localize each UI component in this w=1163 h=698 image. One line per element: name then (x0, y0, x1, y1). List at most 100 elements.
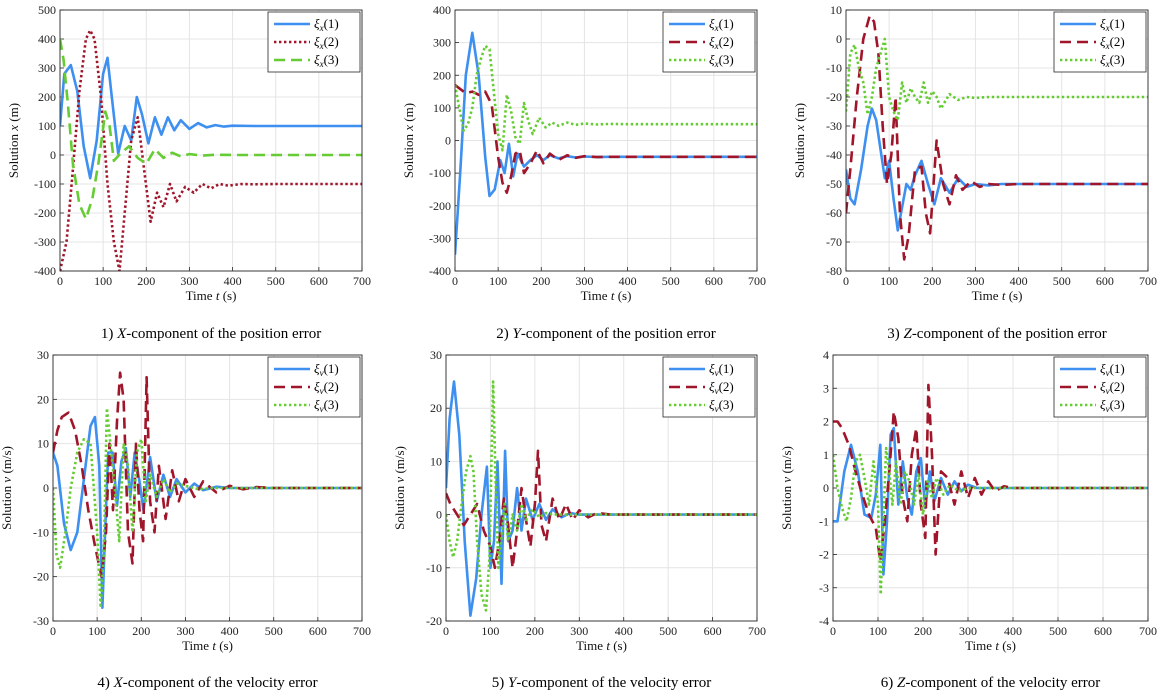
y-tick-label: 10 (430, 454, 442, 468)
y-axis-label: Solution v (m/s) (0, 446, 14, 530)
y-tick-label: 2 (823, 415, 829, 429)
y-tick-label: -400 (429, 264, 451, 278)
series-line-2 (446, 449, 757, 570)
x-tick-label: 100 (481, 624, 499, 638)
x-tick-label: 100 (880, 274, 898, 288)
y-tick-label: 0 (836, 32, 842, 46)
x-axis-label: Time t (s) (186, 288, 237, 303)
y-tick-label: -10 (826, 61, 842, 75)
legend-label-1: ξx(1) (709, 16, 734, 33)
legend: ξx(1)ξx(2)ξx(3) (1053, 11, 1147, 73)
x-tick-label: 400 (221, 624, 239, 638)
legend-label-1: ξv(1) (1100, 361, 1125, 378)
legend: ξv(1)ξv(2)ξv(3) (267, 356, 361, 418)
legend-label-3: ξx(3) (314, 52, 339, 69)
y-tick-label: 30 (430, 348, 442, 362)
legend-label-1: ξv(1) (314, 361, 339, 378)
x-tick-label: 400 (1004, 624, 1022, 638)
x-axis-label: Time t (s) (972, 288, 1023, 303)
x-tick-label: 0 (57, 274, 63, 288)
x-tick-label: 400 (615, 624, 633, 638)
y-tick-label: -3 (819, 581, 829, 595)
y-tick-label: -20 (826, 90, 842, 104)
series-line-2 (455, 83, 757, 194)
x-tick-label: 700 (1139, 624, 1157, 638)
x-tick-label: 700 (748, 624, 766, 638)
series-line-1 (53, 415, 362, 610)
x-axis-label: Time t (s) (182, 638, 233, 653)
x-tick-label: 700 (1139, 274, 1157, 288)
x-tick-label: 100 (489, 274, 507, 288)
legend: ξx(1)ξx(2)ξx(3) (267, 11, 361, 73)
y-tick-label: -200 (34, 206, 56, 220)
legend-label-1: ξx(1) (1100, 16, 1125, 33)
y-tick-label: 0 (50, 148, 56, 162)
y-tick-label: 300 (433, 36, 451, 50)
legend-box (267, 356, 361, 418)
x-tick-label: 700 (353, 624, 371, 638)
y-tick-label: -4 (819, 614, 829, 628)
y-tick-label: -20 (33, 570, 49, 584)
y-axis-label: Solution x (m) (6, 103, 21, 178)
x-tick-label: 100 (869, 624, 887, 638)
x-tick-label: 0 (452, 274, 458, 288)
x-tick-label: 0 (443, 624, 449, 638)
y-tick-label: 0 (445, 134, 451, 148)
series-line-3 (446, 380, 757, 612)
series-line-1 (60, 56, 362, 180)
x-tick-label: 400 (1010, 274, 1028, 288)
x-tick-label: 0 (843, 274, 849, 288)
chart-panel-2: 0 100 200 300 400 500 600 700 -400 -300 -200 -100 0 1… (401, 3, 766, 342)
chart-panel-4: 0 100 200 300 400 500 600 700 -30 -20 -10 0 10 20 30 ξv… (0, 348, 371, 691)
x-tick-label: 700 (748, 274, 766, 288)
legend: ξv(1)ξv(2)ξv(3) (662, 356, 756, 418)
x-tick-label: 0 (830, 624, 836, 638)
y-tick-label: 10 (830, 3, 842, 17)
chart-panel-3: 0 100 200 300 400 500 600 700-80-70-60-50-40-30… (792, 3, 1157, 342)
plot-frame (52, 354, 363, 622)
x-axis-label: Time t (s) (965, 638, 1016, 653)
x-tick-label: 100 (94, 274, 112, 288)
x-tick-label: 200 (526, 624, 544, 638)
y-tick-label: 30 (37, 348, 49, 362)
x-tick-label: 200 (132, 624, 150, 638)
figure-caption: 5) Y-component of the velocity error (492, 675, 712, 691)
y-tick-label: -80 (826, 264, 842, 278)
x-tick-label: 300 (959, 624, 977, 638)
figure-caption: 2) Y-component of the position error (496, 326, 716, 342)
y-tick-label: 400 (38, 32, 56, 46)
series-line-2 (60, 28, 362, 271)
x-tick-label: 0 (50, 624, 56, 638)
x-tick-label: 100 (88, 624, 106, 638)
y-tick-label: 300 (38, 61, 56, 75)
chart-panel-6: 0 100 200 300 400 500 600 700 -4 -3 -2 -1 0 1 2 3 4 ξv(1)… (779, 348, 1157, 691)
legend-label-2: ξx(2) (709, 34, 734, 51)
legend-label-2: ξv(2) (1100, 379, 1125, 396)
legend-label-3: ξx(3) (1100, 52, 1125, 69)
figure-caption: 4) X-component of the velocity error (97, 675, 317, 691)
series-line-3 (60, 38, 362, 221)
y-tick-label: 0 (823, 481, 829, 495)
y-tick-label: -60 (826, 206, 842, 220)
x-tick-label: 600 (704, 624, 722, 638)
y-tick-label: -200 (429, 199, 451, 213)
series-line-2 (846, 14, 1148, 261)
plot-frame (454, 9, 758, 272)
legend: ξv(1)ξv(2)ξv(3) (1053, 356, 1147, 418)
y-tick-label: 100 (38, 119, 56, 133)
x-tick-label: 500 (267, 274, 285, 288)
x-tick-label: 700 (353, 274, 371, 288)
legend-label-2: ξx(2) (314, 34, 339, 51)
legend-label-2: ξv(2) (314, 379, 339, 396)
x-tick-label: 600 (1094, 624, 1112, 638)
x-tick-label: 500 (1053, 274, 1071, 288)
y-tick-label: 200 (38, 90, 56, 104)
figure-caption: 6) Z-component of the velocity error (881, 675, 1101, 691)
plot-frame (445, 354, 758, 622)
chart-panel-1: 0 100 200 300 400 500 600 700 -400 -300 -200 -100 0 1… (6, 3, 371, 342)
x-tick-label: 300 (575, 274, 593, 288)
figure-caption: 3) Z-component of the position error (887, 326, 1107, 342)
y-axis-label: Solution v (m/s) (779, 446, 794, 530)
x-tick-label: 200 (914, 624, 932, 638)
